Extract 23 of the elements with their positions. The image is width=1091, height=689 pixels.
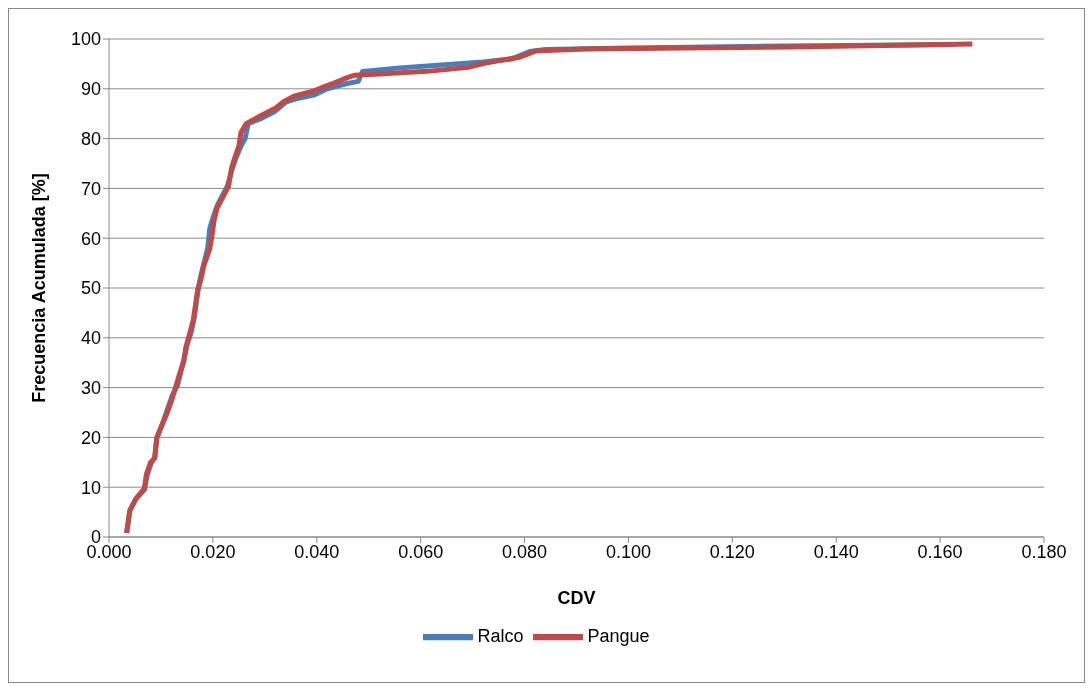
y-tick-label: 20 — [80, 427, 101, 448]
x-tick-label: 0.180 — [1021, 541, 1067, 562]
y-tick-label: 100 — [70, 29, 101, 50]
y-tick-label: 40 — [80, 328, 101, 349]
x-tick-label: 0.040 — [294, 541, 340, 562]
x-tick-label: 0.120 — [709, 541, 755, 562]
x-tick-label: 0.160 — [917, 541, 963, 562]
y-tick-label: 90 — [80, 79, 101, 100]
x-tick-label: 0.080 — [502, 541, 548, 562]
y-tick-label: 70 — [80, 178, 101, 199]
y-axis-title: Frecuencia Acumulada [%] — [29, 173, 50, 403]
y-tick-label: 60 — [80, 228, 101, 249]
legend-label: Pangue — [587, 625, 650, 646]
x-tick-label: 0.020 — [190, 541, 236, 562]
y-tick-label: 30 — [80, 377, 101, 398]
x-tick-label: 0.140 — [813, 541, 859, 562]
x-axis-title: CDV — [557, 588, 596, 608]
legend-label: Ralco — [477, 625, 524, 646]
y-tick-label: 10 — [80, 477, 101, 498]
y-tick-label: 80 — [80, 128, 101, 149]
x-tick-label: 0.060 — [398, 541, 444, 562]
y-tick-label: 50 — [80, 278, 101, 299]
x-tick-label: 0.100 — [605, 541, 651, 562]
